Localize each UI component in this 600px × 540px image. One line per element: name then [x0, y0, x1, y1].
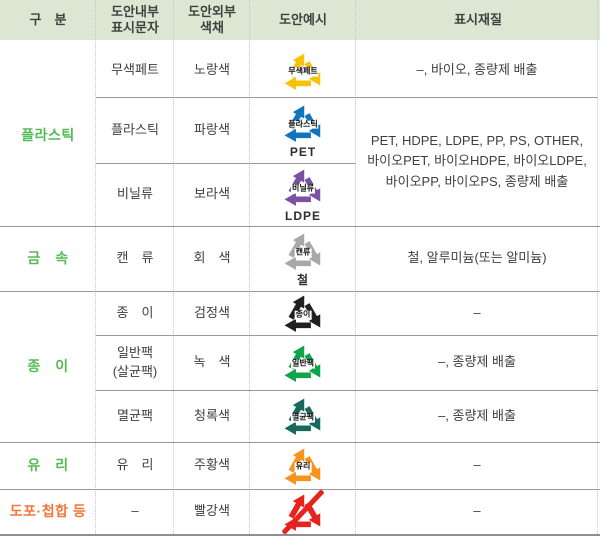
row-divider: [96, 335, 598, 336]
inner-text-cell: 종 이: [116, 304, 154, 320]
outer-color-cell: 청록색: [194, 407, 230, 423]
recycle-icon: 일반팩: [280, 341, 326, 385]
inner-text-cell: 멸균팩: [117, 407, 153, 423]
symbol-label: 종이: [294, 309, 312, 320]
column-divider: [249, 0, 250, 534]
group-divider: [0, 291, 600, 292]
inner-text-cell: 플라스틱: [111, 121, 159, 137]
recycle-icon: 유리: [280, 444, 326, 488]
symbol-label: 유리: [294, 461, 312, 472]
column-divider: [355, 0, 356, 534]
outer-color-cell: 빨강색: [194, 503, 230, 519]
group-divider: [0, 226, 600, 227]
inner-text-cell: 유 리: [116, 457, 154, 473]
table-bottom-border: [0, 534, 600, 536]
inner-text-cell: 비닐류: [117, 186, 153, 202]
recycle-icon: 비닐류: [280, 165, 326, 209]
symbol-caption: LDPE: [284, 209, 321, 224]
material-cell: –: [473, 457, 481, 473]
category-plastic: 플라스틱: [21, 126, 75, 143]
category-metal: 금 속: [27, 250, 69, 267]
recycle-icon: 멸균팩: [280, 394, 326, 438]
material-cell: –, 종량제 배출: [438, 354, 516, 370]
symbol-cell: [250, 489, 356, 536]
material-cell: –, 종량제 배출: [438, 407, 516, 423]
column-divider: [597, 0, 598, 534]
outer-color-cell: 녹 색: [193, 354, 231, 370]
row-divider: [96, 390, 598, 391]
outer-color-cell: 노랑색: [194, 62, 230, 78]
category-coated: 도포·첩합 등: [9, 503, 87, 520]
header-cell-material: 표시재질: [356, 0, 600, 40]
material-cell: PET, HDPE, LDPE, PP, PS, OTHER, 바이오PET, …: [367, 133, 587, 189]
material-cell: –, 바이오, 종량제 배출: [416, 62, 538, 78]
inner-text-cell: –: [131, 503, 139, 519]
symbol-cell: 플라스틱 PET: [250, 97, 356, 163]
symbol-label: 비닐류: [290, 183, 316, 194]
inner-text-cell: 캔 류: [116, 250, 154, 266]
column-divider: [173, 0, 174, 534]
symbol-label: 멸균팩: [290, 412, 316, 423]
symbol-caption: 철: [296, 273, 310, 288]
group-divider: [0, 442, 600, 443]
recycle-icon: 캔류: [280, 229, 326, 273]
header-cell-outer-color: 도안외부 색채: [174, 0, 250, 40]
inner-text-cell: 일반팩 (살균팩): [112, 344, 158, 379]
header-cell-symbol-example: 도안예시: [250, 0, 356, 40]
symbol-label: 무색페트: [287, 66, 319, 77]
symbol-caption: PET: [289, 144, 317, 159]
category-paper: 종 이: [27, 358, 69, 375]
category-glass: 유 리: [27, 457, 69, 474]
outer-color-cell: 주황색: [194, 457, 230, 473]
column-divider: [95, 0, 96, 534]
outer-color-cell: 회 색: [193, 250, 231, 266]
symbol-cell: 무색페트: [250, 44, 356, 97]
recycle-icon: 종이: [280, 291, 326, 335]
outer-color-cell: 검정색: [194, 304, 230, 320]
row-divider: [96, 163, 356, 164]
outer-color-cell: 보라색: [194, 186, 230, 202]
no-recycle-icon: [280, 489, 326, 536]
symbol-label: 일반팩: [290, 358, 316, 369]
symbol-cell: 멸균팩: [250, 390, 356, 442]
outer-color-cell: 파랑색: [194, 121, 230, 137]
recycle-icon: 무색페트: [280, 49, 326, 93]
material-cell: –: [473, 503, 481, 519]
symbol-label: 플라스틱: [287, 119, 319, 130]
symbol-label: 캔류: [294, 247, 312, 258]
symbol-cell: 일반팩: [250, 335, 356, 390]
material-cell: 철, 알루미늄(또는 알미늄): [407, 250, 547, 266]
group-divider: [0, 489, 600, 490]
symbol-cell: 종이: [250, 291, 356, 335]
symbol-cell: 비닐류 LDPE: [250, 163, 356, 226]
row-divider: [96, 97, 598, 98]
recycle-icon: 플라스틱: [280, 101, 326, 145]
symbol-cell: 유리: [250, 442, 356, 489]
inner-text-cell: 무색페트: [111, 62, 159, 78]
header-cell-category: 구 분: [0, 0, 96, 40]
header-cell-inner-text: 도안내부 표시문자: [96, 0, 174, 40]
material-cell: –: [473, 304, 481, 320]
